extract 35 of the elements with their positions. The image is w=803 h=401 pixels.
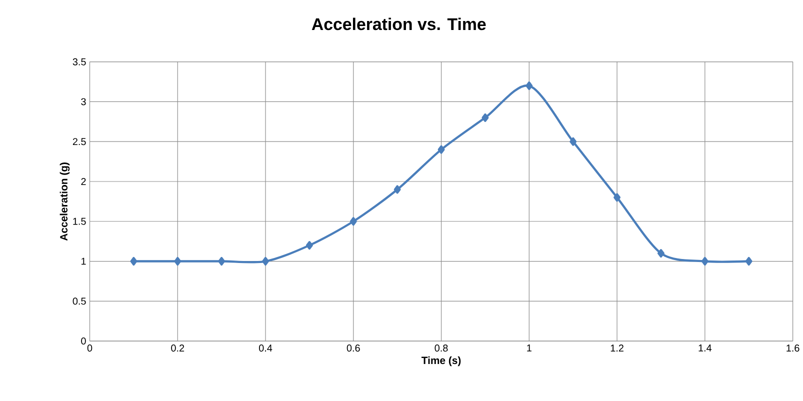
point: [306, 241, 313, 250]
point: [174, 257, 182, 266]
y-tick-label: 0.5: [72, 298, 86, 305]
x-tick-label: 0.2: [171, 344, 184, 352]
point: [526, 82, 533, 90]
x-tick-label: 0.4: [259, 344, 272, 352]
point: [570, 137, 577, 146]
point: [745, 257, 752, 266]
point: [657, 249, 664, 258]
y-tick-label: 1.5: [73, 218, 86, 225]
point: [482, 113, 489, 122]
point: [394, 185, 401, 194]
point: [438, 145, 445, 154]
point: [262, 257, 269, 266]
x-tick-label: 1.6: [786, 344, 800, 352]
x-tick-label: 1: [527, 344, 532, 352]
point: [701, 257, 708, 266]
y-tick-label: 2.5: [72, 138, 86, 146]
x-tick-label: 0: [87, 344, 92, 352]
y-tick-label: 0: [81, 338, 86, 345]
x-tick-label: 1.4: [698, 344, 712, 352]
x-axis-title: Time (s): [421, 356, 461, 366]
point: [130, 257, 138, 266]
y-tick-label: 3.5: [72, 58, 86, 66]
x-tick-label: 1.2: [610, 344, 624, 352]
point: [218, 257, 226, 266]
point: [614, 193, 621, 202]
y-axis-title: Acceleration (g): [60, 162, 70, 241]
x-tick-label: 0.6: [346, 344, 360, 352]
y-tick-label: 1: [81, 258, 86, 265]
chart-title: Acceleration vs. Time: [312, 18, 486, 30]
x-tick-label: 0.8: [434, 344, 448, 352]
point: [350, 217, 357, 226]
y-tick-label: 2: [81, 178, 86, 186]
y-tick-label: 3: [81, 98, 86, 106]
